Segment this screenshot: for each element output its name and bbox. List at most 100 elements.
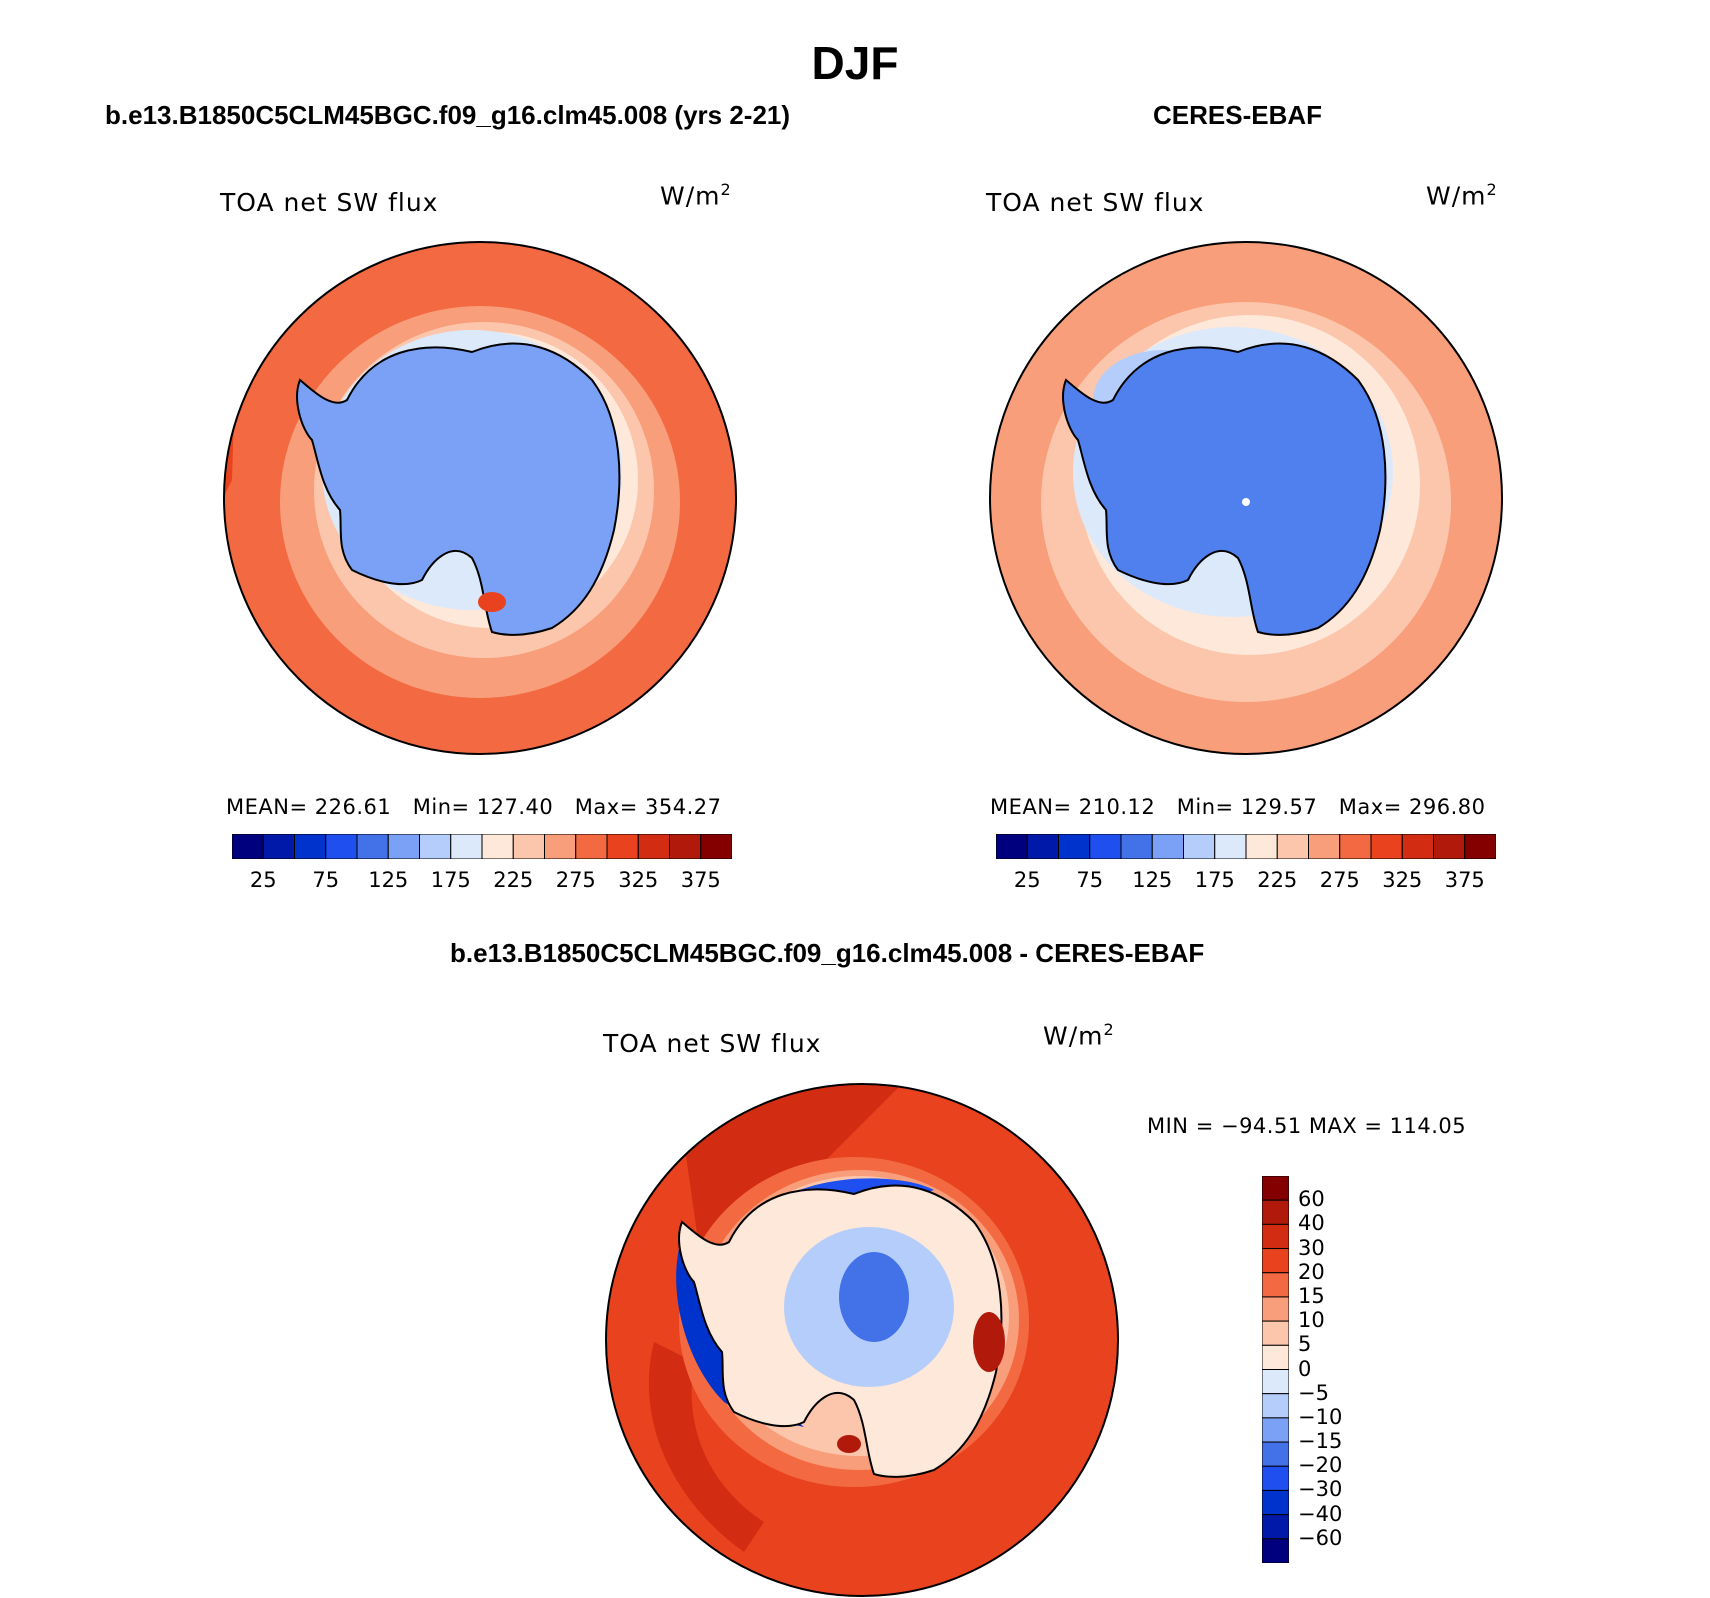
obs-pole-marker [1242, 498, 1250, 506]
diff-colorbar-tick: −20 [1298, 1453, 1343, 1478]
diff-colorbar-tick: −10 [1298, 1404, 1343, 1429]
obs-colorbar-swatch [1183, 833, 1216, 860]
obs-colorbar-swatch [1151, 833, 1184, 860]
obs-colorbar-swatch [1058, 833, 1091, 860]
model-colorbar-ticks: 25 75 125 175 225 275 325 375 [232, 868, 732, 894]
model-colorbar-tick: 75 [312, 868, 340, 892]
model-colorbar-swatch [294, 833, 327, 860]
diff-dark-band-2 [648, 1342, 764, 1552]
diff-colorbar-ticks: 60 40 30 20 15 10 5 0 −5 −10 −15 −20 −30 −40 −60 [1298, 1176, 1388, 1563]
obs-colorbar-tick: 275 [1319, 868, 1360, 892]
model-colorbar-swatch [575, 833, 608, 860]
diff-polar-map [605, 1083, 1119, 1597]
diff-colorbar-swatch [1261, 1296, 1290, 1322]
diff-ross-hotspot [837, 1435, 861, 1453]
obs-colorbar-swatch [1026, 833, 1059, 860]
diff-colorbar-swatch [1261, 1393, 1290, 1419]
model-polar-map [223, 241, 737, 755]
model-colorbar-swatch [419, 833, 452, 860]
diff-colorbar-swatch [1261, 1272, 1290, 1298]
diff-colorbar-swatch [1261, 1538, 1290, 1564]
model-colorbar-swatch [544, 833, 577, 860]
diff-colorbar-swatch [1261, 1199, 1290, 1225]
obs-colorbar-swatch [1308, 833, 1341, 860]
obs-panel-title: CERES-EBAF [1153, 100, 1323, 130]
model-colorbar-swatch [387, 833, 420, 860]
model-colorbar-tick: 25 [249, 868, 277, 892]
obs-colorbar-swatch [995, 833, 1028, 860]
model-map-border [223, 241, 737, 755]
diff-colorbar-tick: 0 [1298, 1356, 1312, 1381]
model-colorbar-swatch [512, 833, 545, 860]
obs-colorbar-swatch [1276, 833, 1309, 860]
diff-colorbar-tick: −30 [1298, 1477, 1343, 1502]
model-plot-label: TOA net SW flux [220, 188, 439, 217]
model-colorbar-swatch [450, 833, 483, 860]
obs-colorbar-tick: 75 [1076, 868, 1104, 892]
model-colorbar-swatch [325, 833, 358, 860]
obs-stats: MEAN= 210.12 Min= 129.57 Max= 296.80 [990, 795, 1486, 819]
diff-panel-title: b.e13.B1850C5CLM45BGC.f09_g16.clm45.008 … [450, 938, 1205, 968]
model-colorbar-tick: 225 [493, 868, 534, 892]
diff-colorbar-swatch [1261, 1248, 1290, 1274]
diff-colorbar-tick: −60 [1298, 1525, 1343, 1550]
diff-interior-core [839, 1252, 909, 1342]
model-panel-title: b.e13.B1850C5CLM45BGC.f09_g16.clm45.008 … [105, 100, 791, 130]
obs-colorbar-tick: 325 [1382, 868, 1423, 892]
diff-colorbar-tick: −40 [1298, 1501, 1343, 1526]
obs-colorbar-swatch [1245, 833, 1278, 860]
model-ross-hotspot [478, 592, 506, 612]
obs-colorbar-swatch [1370, 833, 1403, 860]
obs-colorbar-swatch [1464, 833, 1497, 860]
model-colorbar [231, 833, 733, 860]
model-colorbar-tick: 375 [680, 868, 721, 892]
diff-colorbar-swatch [1261, 1223, 1290, 1250]
diff-colorbar-tick: 20 [1298, 1259, 1325, 1284]
diff-colorbar-tick: −15 [1298, 1429, 1343, 1454]
model-colorbar-swatch [481, 833, 514, 860]
model-colorbar-tick: 275 [555, 868, 596, 892]
model-colorbar-swatch [606, 833, 639, 860]
model-colorbar-swatch [356, 833, 389, 860]
obs-colorbar-tick: 375 [1444, 868, 1485, 892]
obs-colorbar-swatch [1120, 833, 1153, 860]
obs-colorbar-ticks: 25 75 125 175 225 275 325 375 [996, 868, 1496, 894]
diff-colorbar-tick: −5 [1298, 1380, 1329, 1405]
diff-colorbar-tick: 40 [1298, 1211, 1325, 1236]
obs-colorbar-swatch [1401, 833, 1434, 860]
diff-units: W/m2 [1043, 1020, 1115, 1051]
obs-map-border [989, 241, 1503, 755]
model-colorbar-swatch [637, 833, 670, 860]
obs-colorbar-swatch [1089, 833, 1122, 860]
obs-antarctica-coastline [1062, 342, 1387, 636]
model-colorbar-swatch [231, 833, 264, 860]
diff-plot-label: TOA net SW flux [603, 1029, 822, 1058]
model-stats: MEAN= 226.61 Min= 127.40 Max= 354.27 [226, 795, 722, 819]
diff-colorbar-swatch [1261, 1465, 1290, 1491]
obs-colorbar-tick: 225 [1257, 868, 1298, 892]
model-colorbar-swatch [700, 833, 733, 860]
obs-colorbar-tick: 175 [1194, 868, 1235, 892]
obs-colorbar-tick: 25 [1013, 868, 1041, 892]
diff-colorbar-swatch [1261, 1514, 1290, 1540]
obs-plot-label: TOA net SW flux [986, 188, 1205, 217]
obs-colorbar-tick: 125 [1132, 868, 1173, 892]
model-colorbar-tick: 325 [618, 868, 659, 892]
diff-minmax: MIN = −94.51 MAX = 114.05 [1147, 1114, 1467, 1138]
diff-negative-band-west [676, 1232, 804, 1427]
diff-colorbar-swatch [1261, 1320, 1290, 1346]
obs-colorbar-swatch [1214, 833, 1247, 860]
diff-colorbar-swatch [1261, 1344, 1290, 1370]
diff-colorbar-swatch [1261, 1489, 1290, 1516]
diff-colorbar-tick: 60 [1298, 1187, 1325, 1212]
diff-colorbar-swatch [1261, 1369, 1290, 1395]
model-colorbar-swatch [262, 833, 295, 860]
diff-colorbar-tick: 5 [1298, 1332, 1312, 1357]
diff-colorbar-swatch [1261, 1417, 1290, 1443]
diff-colorbar-swatch [1261, 1175, 1290, 1201]
model-colorbar-tick: 175 [430, 868, 471, 892]
diff-colorbar-tick: 10 [1298, 1308, 1325, 1333]
figure-title: DJF [811, 37, 899, 89]
diff-colorbar-swatch [1261, 1441, 1290, 1467]
diff-colorbar-tick: 30 [1298, 1235, 1325, 1260]
